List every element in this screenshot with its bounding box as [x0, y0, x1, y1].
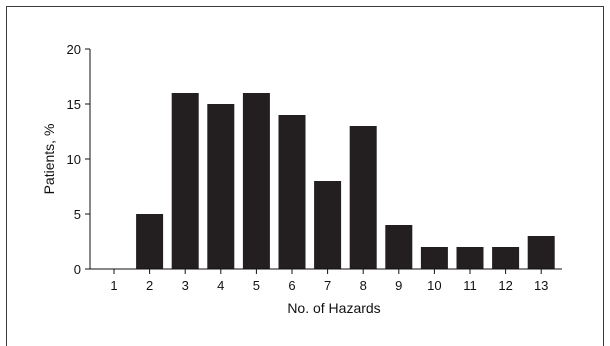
bar-7 [314, 181, 342, 269]
x-tick-label: 4 [217, 278, 224, 293]
bar-13 [527, 236, 555, 269]
bar-12 [492, 247, 520, 269]
x-tick-label: 1 [110, 278, 117, 293]
y-axis-title: Patients, % [41, 124, 57, 195]
bar-11 [456, 247, 484, 269]
y-tick-label: 0 [74, 262, 81, 277]
x-axis-title: No. of Hazards [287, 300, 380, 316]
y-tick-label: 20 [67, 42, 81, 57]
bars-group [136, 93, 555, 269]
x-tick-label: 2 [146, 278, 153, 293]
x-ticks-group: 1 2 3 4 5 6 7 8 9 10 11 12 13 [110, 269, 548, 293]
bar-10 [420, 247, 448, 269]
x-tick-label: 9 [395, 278, 402, 293]
bar-2 [136, 214, 164, 269]
x-tick-label: 6 [288, 278, 295, 293]
chart-frame [6, 6, 604, 346]
x-tick-label: 13 [534, 278, 548, 293]
x-tick-label: 12 [498, 278, 512, 293]
y-tick-label: 15 [67, 97, 81, 112]
x-tick-label: 11 [463, 278, 477, 293]
x-tick-label: 7 [324, 278, 331, 293]
x-tick-label: 8 [360, 278, 367, 293]
bar-5 [242, 93, 270, 269]
x-tick-label: 3 [182, 278, 189, 293]
y-tick-label: 5 [74, 207, 81, 222]
bar-4 [207, 104, 235, 269]
x-tick-label: 10 [427, 278, 441, 293]
y-ticks-group: 0 5 10 15 20 [67, 42, 90, 277]
y-tick-label: 10 [67, 152, 81, 167]
bar-9 [385, 225, 413, 269]
bar-6 [278, 115, 306, 269]
bar-3 [171, 93, 199, 269]
x-tick-label: 5 [253, 278, 260, 293]
bar-8 [349, 126, 377, 269]
